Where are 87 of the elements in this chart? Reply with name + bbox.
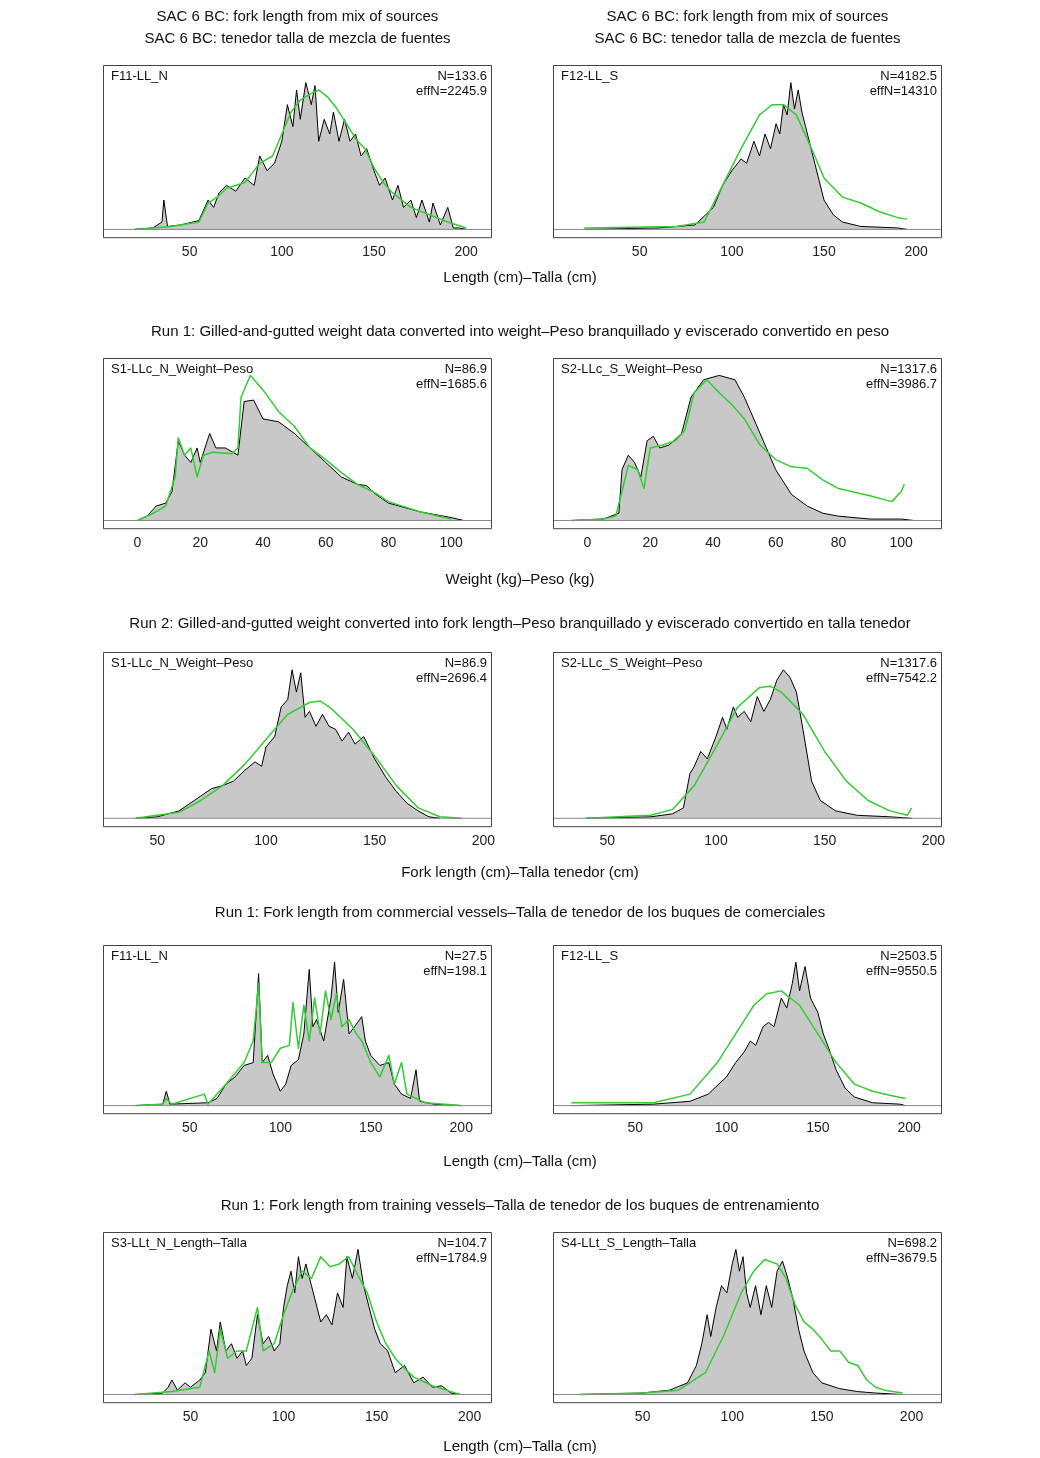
annotation: N=4182.5 bbox=[880, 68, 937, 84]
annotation: effN=14310 bbox=[869, 83, 937, 99]
x-tick-label: 50 bbox=[631, 243, 648, 260]
x-tick-label: 50 bbox=[634, 1408, 651, 1425]
annotation: N=1317.6 bbox=[880, 655, 937, 671]
chart-subtitle: SAC 6 BC: tenedor talla de mezcla de fuentes bbox=[143, 29, 452, 46]
x-tick-label: 200 bbox=[899, 1408, 924, 1425]
chart-title: Run 2: Gilled-and-gutted weight converted into fork length–Peso branquillado y eviscerado convertido en talla tenedor bbox=[128, 614, 912, 631]
annotation: effN=1784.9 bbox=[416, 1250, 487, 1266]
x-tick-label: 100 bbox=[720, 1408, 745, 1425]
x-tick-label: 200 bbox=[449, 1119, 474, 1136]
x-tick-label: 200 bbox=[454, 243, 479, 260]
x-axis-title: Length (cm)–Talla (cm) bbox=[442, 1152, 598, 1169]
x-tick-label: 80 bbox=[380, 534, 397, 551]
annotation: effN=1685.6 bbox=[416, 376, 487, 392]
annotation: effN=2696.4 bbox=[416, 670, 487, 686]
x-tick-label: 150 bbox=[362, 243, 386, 260]
annotation: S1-LLc_N_Weight–Peso bbox=[111, 655, 254, 671]
annotation: N=698.2 bbox=[887, 1235, 937, 1251]
x-axis-title: Weight (kg)–Peso (kg) bbox=[444, 570, 596, 587]
annotation: effN=3986.7 bbox=[866, 376, 937, 392]
x-tick-label: 100 bbox=[714, 1119, 739, 1136]
annotation: N=27.5 bbox=[444, 948, 487, 964]
x-axis-title: Length (cm)–Talla (cm) bbox=[442, 1437, 598, 1454]
annotation: effN=9550.5 bbox=[866, 963, 937, 979]
x-tick-label: 50 bbox=[627, 1119, 644, 1136]
x-tick-label: 200 bbox=[904, 243, 929, 260]
x-tick-label: 100 bbox=[704, 832, 728, 849]
annotation: N=86.9 bbox=[444, 361, 487, 377]
x-tick-label: 100 bbox=[439, 534, 464, 551]
x-tick-label: 40 bbox=[705, 534, 721, 551]
x-tick-label: 150 bbox=[810, 1408, 834, 1425]
x-tick-label: 50 bbox=[182, 1119, 198, 1136]
annotation: effN=3679.5 bbox=[866, 1250, 937, 1266]
annotation: N=2503.5 bbox=[880, 948, 937, 964]
annotation: effN=2245.9 bbox=[416, 83, 487, 99]
x-tick-label: 50 bbox=[182, 1408, 199, 1425]
x-tick-label: 50 bbox=[599, 832, 616, 849]
annotation: effN=7542.2 bbox=[866, 670, 937, 686]
x-tick-label: 200 bbox=[921, 832, 946, 849]
annotation: S4-LLt_S_Length–Talla bbox=[561, 1235, 697, 1251]
x-tick-label: 100 bbox=[889, 534, 914, 551]
chart-title: Run 1: Fork length from commercial vessels–Talla de tenedor de los buques de comerciales bbox=[213, 903, 827, 920]
x-tick-label: 20 bbox=[192, 534, 209, 551]
annotation: S2-LLc_S_Weight–Peso bbox=[561, 361, 703, 377]
chart-subtitle: SAC 6 BC: tenedor talla de mezcla de fuentes bbox=[593, 29, 902, 46]
annotation: N=86.9 bbox=[444, 655, 487, 671]
x-tick-label: 80 bbox=[830, 534, 847, 551]
x-tick-label: 100 bbox=[720, 243, 744, 260]
x-tick-label: 0 bbox=[583, 534, 592, 551]
x-tick-label: 150 bbox=[812, 832, 837, 849]
x-tick-label: 200 bbox=[457, 1408, 482, 1425]
x-tick-label: 150 bbox=[359, 1119, 383, 1136]
x-tick-label: 20 bbox=[642, 534, 659, 551]
annotation: N=1317.6 bbox=[880, 361, 937, 377]
x-tick-label: 150 bbox=[806, 1119, 830, 1136]
x-axis-title: Length (cm)–Talla (cm) bbox=[442, 268, 598, 285]
annotation: F12-LL_S bbox=[561, 68, 619, 84]
annotation: N=104.7 bbox=[437, 1235, 487, 1251]
annotation: N=133.6 bbox=[437, 68, 487, 84]
annotation: effN=198.1 bbox=[423, 963, 487, 979]
annotation: F12-LL_S bbox=[561, 948, 619, 964]
x-tick-label: 200 bbox=[897, 1119, 922, 1136]
x-tick-label: 100 bbox=[270, 243, 294, 260]
x-tick-label: 50 bbox=[181, 243, 198, 260]
annotation: F11-LL_N bbox=[111, 948, 168, 964]
x-tick-label: 200 bbox=[471, 832, 496, 849]
chart-title: SAC 6 BC: fork length from mix of sources bbox=[155, 7, 440, 24]
x-tick-label: 50 bbox=[149, 832, 166, 849]
x-tick-label: 40 bbox=[255, 534, 271, 551]
x-tick-label: 150 bbox=[364, 1408, 389, 1425]
x-tick-label: 150 bbox=[362, 832, 387, 849]
annotation: S3-LLt_N_Length–Talla bbox=[111, 1235, 248, 1251]
annotation: S2-LLc_S_Weight–Peso bbox=[561, 655, 703, 671]
x-tick-label: 100 bbox=[254, 832, 278, 849]
chart-title: SAC 6 BC: fork length from mix of sources bbox=[605, 7, 890, 24]
annotation: S1-LLc_N_Weight–Peso bbox=[111, 361, 254, 377]
x-tick-label: 150 bbox=[812, 243, 836, 260]
x-tick-label: 100 bbox=[268, 1119, 293, 1136]
x-tick-label: 0 bbox=[133, 534, 142, 551]
annotation: F11-LL_N bbox=[111, 68, 168, 84]
x-axis-title: Fork length (cm)–Talla tenedor (cm) bbox=[400, 863, 640, 880]
chart-title: Run 1: Fork length from training vessels–Talla de tenedor de los buques de entrenamiento bbox=[219, 1196, 821, 1213]
x-tick-label: 60 bbox=[317, 534, 334, 551]
x-tick-label: 100 bbox=[271, 1408, 296, 1425]
x-tick-label: 60 bbox=[767, 534, 784, 551]
chart-title: Run 1: Gilled-and-gutted weight data converted into weight–Peso branquillado y eviscerado convertido en peso bbox=[150, 322, 890, 339]
